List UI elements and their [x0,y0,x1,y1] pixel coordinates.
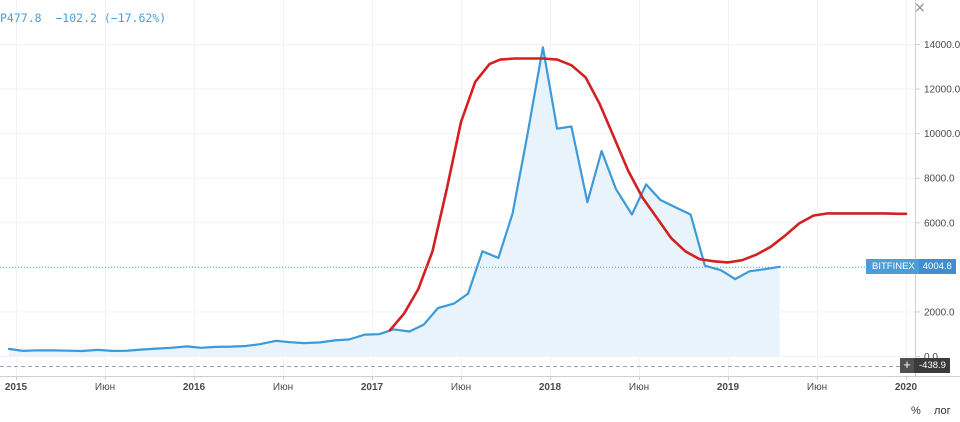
y-tick-label: 12000.0 [924,85,960,96]
exchange-label: BITFINEX [866,259,919,274]
x-tick-label: Июн [807,382,827,393]
crosshair-price-value: -438.9 [914,358,950,373]
indicator-line [388,57,908,332]
x-tick-label: 2015 [5,382,28,393]
x-tick-label: Июн [95,382,115,393]
last-price-flag: BITFINEX 4004.8 [866,259,956,274]
log-scale-toggle[interactable]: лог [934,405,951,417]
x-tick-label: 2020 [895,382,918,393]
plus-icon[interactable]: + [900,358,914,373]
x-tick-label: Июн [273,382,293,393]
y-tick-label: 14000.0 [924,40,960,51]
reference-lines [0,266,900,367]
close-icon[interactable]: × [914,0,926,16]
x-tick-label: 2016 [183,382,206,393]
series-area-fill [8,47,780,357]
x-tick-label: 2018 [539,382,562,393]
last-price-value: 4004.8 [918,259,956,274]
y-tick-label: 10000.0 [924,129,960,140]
series-area [8,47,780,357]
percent-scale-toggle[interactable]: % [911,405,921,417]
ohlc-legend: Р477.8 −102.2 (−17.62%) [0,11,167,25]
price-line [7,46,781,353]
x-tick-label: 2017 [361,382,384,393]
x-axis-ticks: 2015 Июн 2016 Июн 2017 Июн 2018 Июн 2019 Июн 2020 [5,376,918,393]
x-tick-label: 2019 [717,382,740,393]
y-tick-label: 2000.0 [924,307,955,318]
y-tick-label: 6000.0 [924,218,955,229]
y-tick-label: 8000.0 [924,174,955,185]
x-tick-label: Июн [629,382,649,393]
y-tick-label: 0.0 [924,352,938,363]
series-lines [7,46,908,353]
y-axis-ticks: 14000.012000.010000.08000.06000.04000.02… [915,40,960,363]
crosshair-price-flag: + -438.9 [900,358,950,373]
x-tick-label: Июн [451,382,471,393]
